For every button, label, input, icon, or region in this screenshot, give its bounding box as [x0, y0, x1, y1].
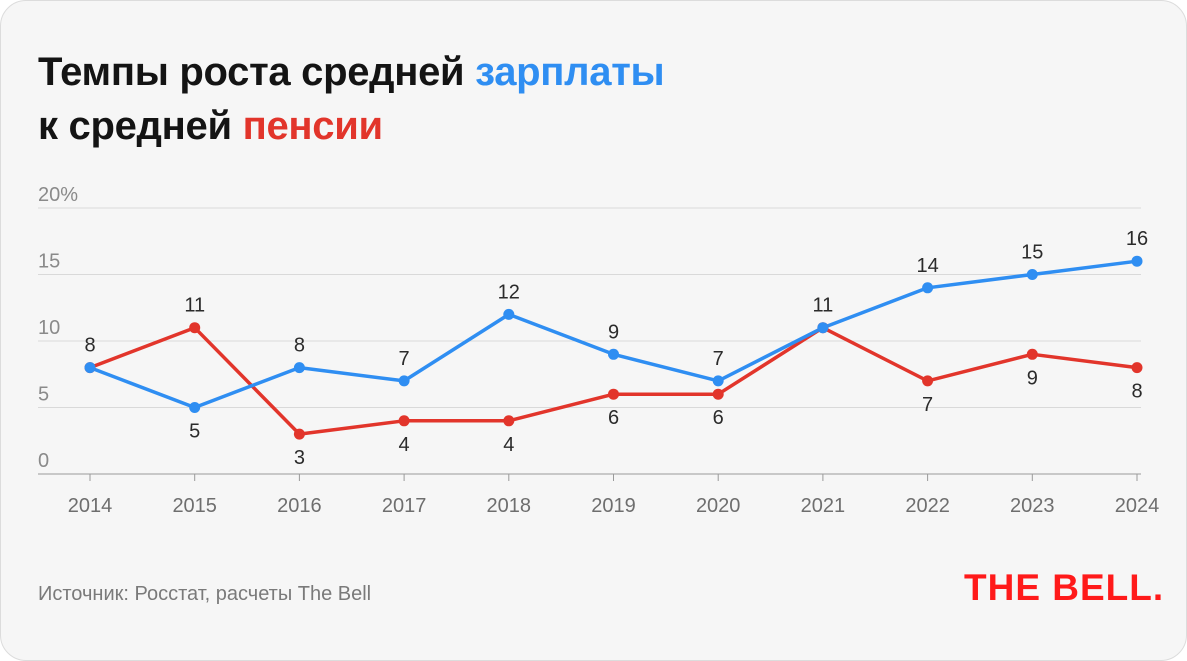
- the-bell-logo: THE BELL.: [964, 567, 1165, 608]
- data-label: 11: [813, 295, 834, 317]
- wage-data-point: [293, 362, 305, 374]
- wage-data-point: [712, 375, 724, 387]
- data-labels: 8 11 5 8 3 7 4 12 4 9 6 7 6 11 14 7 15 9 16 8: [84, 228, 1148, 469]
- y-tick-label: 20%: [38, 184, 78, 206]
- data-label: 15: [1021, 242, 1043, 264]
- x-tick-label: 2019: [591, 495, 636, 517]
- pension-data-point: [712, 388, 724, 400]
- data-label: 7: [922, 394, 933, 416]
- source-note: Источник: Росстат, расчеты The Bell: [38, 583, 372, 605]
- x-tick-label: 2020: [696, 495, 741, 517]
- pension-data-point: [189, 322, 201, 334]
- data-label: 5: [189, 421, 200, 443]
- title-pension-highlight: пенсии: [242, 104, 384, 148]
- data-label: 16: [1126, 228, 1148, 250]
- grid-lines: 0 5 10 15 20%: [38, 184, 1141, 472]
- data-label: 4: [503, 434, 514, 456]
- pension-data-point: [293, 428, 305, 440]
- data-label: 9: [1027, 367, 1038, 389]
- x-tick-label: 2017: [382, 495, 427, 517]
- y-tick-label: 5: [38, 384, 49, 406]
- wage-data-point: [189, 402, 201, 413]
- x-tick-label: 2016: [277, 495, 322, 517]
- pension-data-point: [503, 415, 515, 427]
- x-tick-label: 2022: [905, 495, 950, 517]
- data-label: 7: [399, 348, 410, 370]
- title-line2-prefix: к средней: [38, 104, 232, 148]
- data-label: 14: [916, 255, 938, 277]
- x-axis: 2014 2015 2016 2017 2018 2019 2020 2021 2022 2023…: [38, 473, 1160, 517]
- data-label: 9: [608, 321, 619, 343]
- x-tick-label: 2023: [1010, 495, 1055, 517]
- data-label: 8: [294, 335, 305, 357]
- data-label: 12: [498, 281, 520, 303]
- y-tick-label: 10: [38, 317, 60, 339]
- data-label: 3: [294, 447, 305, 469]
- data-label: 11: [184, 295, 205, 317]
- data-label: 4: [399, 434, 410, 456]
- x-tick-label: 2018: [487, 495, 532, 517]
- wage-data-point: [608, 348, 619, 360]
- x-tick-label: 2021: [801, 495, 846, 517]
- y-tick-label: 15: [38, 251, 60, 273]
- title-wage-highlight: зарплаты: [475, 50, 665, 94]
- pension-data-point: [398, 415, 410, 427]
- chart-title: Темпы роста средней зарплаты к средней п…: [38, 45, 665, 153]
- y-tick-label: 0: [38, 450, 49, 472]
- wage-data-point: [922, 282, 934, 294]
- wage-data-point: [84, 362, 96, 374]
- series-points: [84, 255, 1143, 440]
- wage-data-point: [817, 322, 829, 334]
- wage-data-point: [1026, 269, 1038, 280]
- x-tick-label: 2015: [172, 495, 217, 517]
- wage-data-point: [398, 375, 410, 387]
- wage-data-point: [1131, 255, 1143, 267]
- x-tick-label: 2024: [1115, 495, 1160, 517]
- x-tick-label: 2014: [68, 495, 113, 517]
- pension-data-point: [1131, 362, 1143, 374]
- data-label: 6: [608, 407, 619, 429]
- pension-data-point: [1026, 348, 1038, 360]
- pension-data-point: [922, 375, 934, 387]
- data-label: 8: [84, 335, 95, 357]
- data-label: 7: [713, 348, 724, 370]
- title-line1-prefix: Темпы роста средней: [38, 50, 465, 94]
- pension-data-point: [608, 388, 619, 400]
- data-label: 8: [1131, 381, 1142, 403]
- wage-data-point: [503, 308, 515, 320]
- data-label: 6: [713, 407, 724, 429]
